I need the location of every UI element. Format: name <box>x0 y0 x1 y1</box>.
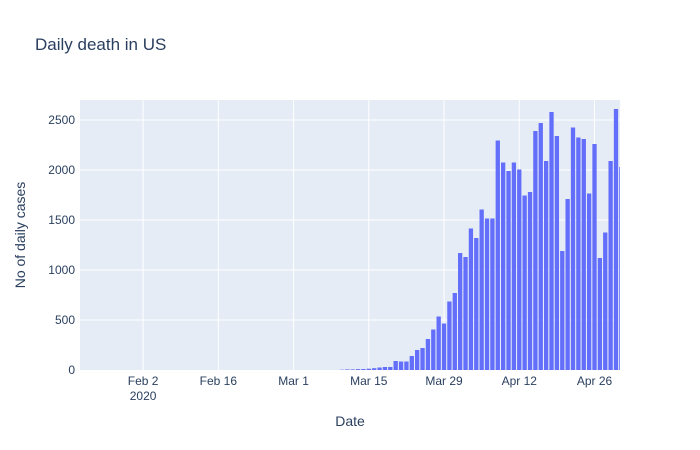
x-tick-label: Feb 2 <box>128 374 159 388</box>
x-tick-label: Mar 1 <box>278 374 309 388</box>
bar <box>479 209 484 370</box>
bar <box>560 251 565 370</box>
bar <box>581 139 586 370</box>
chart-title: Daily death in US <box>35 35 166 54</box>
bar <box>366 368 371 370</box>
y-tick-label: 2500 <box>48 113 75 127</box>
bar <box>355 369 361 370</box>
bar <box>538 123 543 370</box>
y-tick-label: 1500 <box>48 213 75 227</box>
bar <box>511 162 517 370</box>
bar <box>619 167 620 370</box>
bar <box>409 356 414 370</box>
bar <box>404 361 409 370</box>
bar <box>463 257 468 370</box>
y-tick-label: 2000 <box>48 163 75 177</box>
bar <box>452 293 457 370</box>
x-tick-label: Mar 29 <box>425 374 463 388</box>
bar <box>565 199 570 370</box>
bar <box>361 369 366 370</box>
bar <box>490 218 495 370</box>
bar <box>533 131 538 370</box>
y-axis-title: No of daily cases <box>12 182 28 289</box>
bar <box>501 162 506 370</box>
bar <box>372 368 377 370</box>
bar <box>431 329 436 370</box>
bar <box>474 238 479 370</box>
bar <box>543 161 549 370</box>
bar <box>603 232 608 370</box>
bars <box>339 109 620 370</box>
x-tick-sublabel: 2020 <box>130 389 157 403</box>
bar <box>350 369 355 370</box>
bar <box>447 301 452 370</box>
y-axis-ticks: 0 500 1000 1500 2000 2500 <box>48 113 75 377</box>
bar <box>436 316 441 370</box>
bar <box>576 137 581 370</box>
bar <box>441 323 447 370</box>
bar <box>554 136 560 370</box>
bar <box>377 367 382 370</box>
bar <box>549 112 554 370</box>
bar <box>527 192 533 370</box>
bar <box>382 367 388 370</box>
x-axis-title: Date <box>335 413 365 429</box>
y-tick-label: 1000 <box>48 263 75 277</box>
bar <box>586 193 592 370</box>
bar <box>458 253 463 370</box>
y-tick-label: 0 <box>68 363 75 377</box>
x-tick-label: Mar 15 <box>350 374 388 388</box>
x-tick-label: Apr 12 <box>502 374 538 388</box>
bar <box>570 127 576 370</box>
y-tick-label: 500 <box>55 313 75 327</box>
bar <box>398 361 404 370</box>
bar <box>425 339 431 370</box>
bar <box>345 369 350 370</box>
bar <box>597 258 603 370</box>
bar <box>415 350 420 370</box>
bar <box>420 348 425 370</box>
x-tick-label: Feb 16 <box>200 374 238 388</box>
bar <box>468 228 474 370</box>
bar <box>608 161 613 370</box>
bar <box>484 218 490 370</box>
bar <box>592 144 597 370</box>
bar <box>393 361 398 370</box>
bar <box>495 140 500 370</box>
x-tick-label: Apr 26 <box>577 374 613 388</box>
bar <box>388 367 393 370</box>
bar <box>506 171 511 370</box>
bar <box>517 169 522 370</box>
bar <box>613 109 619 370</box>
bar <box>522 195 527 370</box>
